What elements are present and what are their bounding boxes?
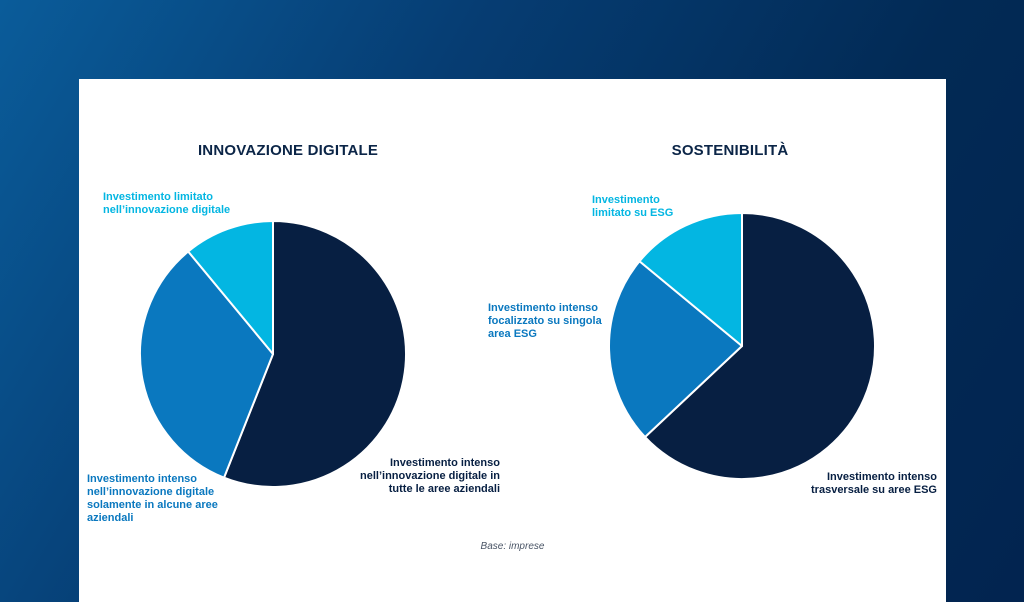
slice-esg-trasversale	[644, 212, 876, 480]
slice-label-esg-focalizzato: Investimento intenso focalizzato su sing…	[488, 302, 602, 340]
slice-label-innovazione-intenso-tutte: Investimento intenso nell’innovazione di…	[360, 457, 500, 495]
slice-label-esg-limitato: Investimento limitato su ESG	[592, 194, 674, 219]
slice-esg-limitato	[638, 212, 743, 347]
slice-label-esg-trasversale: Investimento intenso trasversale su aree…	[811, 471, 937, 496]
chart-title-sostenibilita: SOSTENIBILITÀ	[671, 142, 789, 159]
slice-label-innovazione-limitato: Investimento limitato nell’innovazione d…	[103, 191, 231, 216]
slice-innovazione-limitato	[187, 220, 274, 355]
slice-innovazione-intenso-tutte	[223, 220, 407, 488]
chart-card: INNOVAZIONE DIGITALE SOSTENIBILITÀ Inves…	[79, 79, 946, 602]
slice-esg-focalizzato	[608, 260, 743, 439]
pie-charts-canvas	[139, 212, 876, 488]
chart-title-innovazione: INNOVAZIONE DIGITALE	[197, 142, 379, 159]
slice-label-innovazione-intenso-alcune: Investimento intenso nell’innovazione di…	[87, 473, 218, 524]
slice-innovazione-intenso-alcune	[139, 250, 274, 479]
base-note: Base: imprese	[480, 541, 545, 552]
